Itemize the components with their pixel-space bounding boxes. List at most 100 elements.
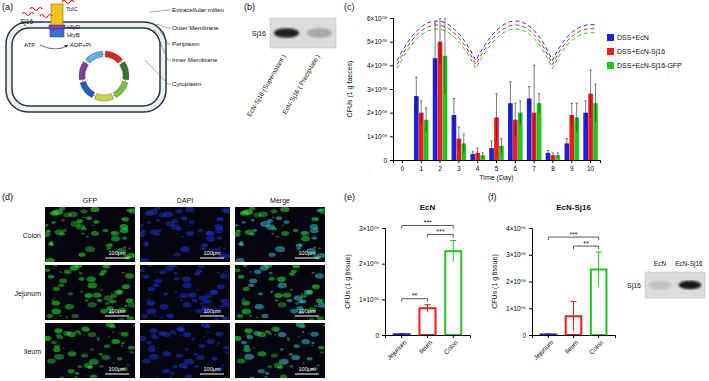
texture-blob — [111, 236, 120, 241]
x-tick: 2 — [438, 160, 442, 172]
texture-blob — [127, 365, 130, 367]
x-tick: 7 — [532, 160, 536, 172]
texture-blob — [85, 246, 95, 252]
texture-blob — [108, 336, 110, 337]
leader-line — [154, 29, 171, 60]
western-blot-b: Sj16EcN-Sj16 (Supernatant )EcN-Sj16 ( Pr… — [245, 18, 336, 118]
texture-blob — [160, 304, 169, 310]
plasmid — [79, 51, 129, 101]
hlyb-label: HlyB — [67, 32, 80, 38]
hlyd-label: HlyD — [67, 24, 81, 30]
x-tick-label: 6 — [514, 165, 518, 172]
texture-blob — [114, 290, 123, 295]
x-tick-mark — [571, 160, 572, 163]
texture-blob — [146, 341, 152, 345]
texture-blob — [236, 230, 241, 233]
y-axis-line — [390, 19, 394, 161]
column-label: Merge — [270, 197, 290, 205]
texture-blob — [258, 369, 265, 373]
texture-blob — [87, 276, 96, 281]
y-tick: 6×10⁰⁸ — [367, 15, 393, 22]
layer-label: Periplasm — [172, 40, 200, 47]
texture-blob — [99, 365, 103, 368]
error-bar — [481, 153, 483, 158]
x-tick-mark — [401, 335, 402, 338]
error-bar — [490, 141, 492, 155]
row-label: Ileum — [24, 348, 41, 355]
texture-blob — [242, 300, 251, 305]
micrograph-bg — [140, 323, 230, 378]
texture-blob — [79, 253, 86, 257]
texture-blob — [60, 377, 64, 378]
texture-blob — [188, 292, 197, 297]
legend-swatch — [607, 62, 614, 69]
texture-blob — [244, 328, 252, 333]
texture-blob — [191, 337, 194, 339]
texture-blob — [124, 305, 127, 307]
texture-blob — [180, 246, 190, 252]
x-tick-label: 3 — [457, 165, 461, 172]
texture-blob — [52, 300, 61, 305]
texture-blob — [103, 229, 108, 232]
texture-blob — [243, 265, 248, 267]
x-tick: Ileum — [563, 335, 579, 355]
x-tick-mark — [590, 160, 591, 163]
x-tick-mark — [598, 335, 599, 338]
y-tick-mark — [390, 89, 393, 90]
texture-blob — [143, 275, 149, 279]
lane-label: EcN-Sj16 — [675, 260, 703, 268]
texture-blob — [148, 347, 156, 352]
x-tick: Jejunum — [532, 335, 555, 362]
texture-blob — [111, 293, 113, 294]
bar — [395, 160, 400, 161]
error-bar — [439, 18, 441, 65]
scale-bar-label: 100μm — [109, 366, 126, 372]
texture-blob — [280, 207, 289, 212]
trend-arch — [397, 25, 596, 65]
texture-blob — [128, 302, 135, 307]
texture-blob — [156, 219, 160, 222]
texture-blob — [68, 351, 77, 356]
leader-line — [156, 24, 171, 28]
texture-blob — [128, 248, 131, 250]
texture-blob — [223, 302, 230, 307]
texture-blob — [81, 233, 84, 235]
texture-blob — [175, 209, 182, 213]
texture-blob — [242, 309, 252, 315]
texture-blob — [111, 231, 120, 236]
trend-arches — [397, 21, 596, 69]
x-tick-label: Jejunum — [532, 339, 555, 362]
texture-blob — [280, 348, 284, 350]
texture-blob — [289, 365, 293, 368]
y-tick-mark — [382, 299, 385, 300]
texture-blob — [143, 242, 149, 245]
texture-blob — [127, 316, 134, 320]
x-tick-mark — [477, 160, 478, 163]
panel-label: (b) — [244, 2, 255, 12]
plasmid-gene — [113, 81, 128, 98]
texture-blob — [179, 334, 181, 335]
x-tick-label: Colon — [588, 338, 605, 355]
texture-blob — [318, 248, 321, 250]
texture-blob — [287, 299, 293, 303]
texture-blob — [106, 244, 113, 248]
legend-label: DSS+EcN-Sj16-GFP — [617, 62, 682, 70]
leader-line — [150, 10, 171, 12]
x-tick-mark — [496, 160, 497, 163]
texture-blob — [298, 336, 300, 337]
x-tick-label: 5 — [495, 165, 499, 172]
texture-blob — [315, 273, 324, 278]
micrograph-bg — [235, 265, 325, 320]
texture-blob — [125, 273, 134, 278]
micrograph-bg — [140, 207, 230, 262]
x-tick-label: Ileum — [563, 339, 579, 355]
texture-blob — [269, 272, 273, 274]
texture-blob — [90, 375, 97, 378]
x-tick-mark — [421, 160, 422, 163]
texture-blob — [140, 336, 146, 341]
texture-blob — [111, 294, 117, 298]
y-tick-mark — [390, 65, 393, 66]
texture-blob — [203, 336, 205, 337]
layer-label: Extracellular milieu — [172, 6, 224, 13]
texture-blob — [183, 332, 192, 337]
